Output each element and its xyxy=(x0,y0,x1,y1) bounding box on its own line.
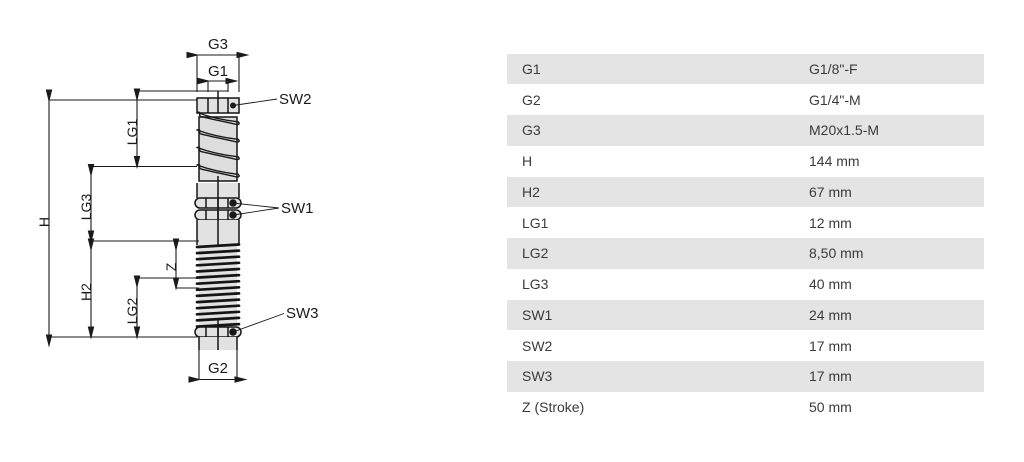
svg-text:SW3: SW3 xyxy=(286,305,319,322)
svg-text:H2: H2 xyxy=(78,283,94,301)
svg-text:G1: G1 xyxy=(208,63,228,80)
svg-text:SW1: SW1 xyxy=(281,200,314,217)
svg-text:G3: G3 xyxy=(208,36,228,53)
svg-text:SW2: SW2 xyxy=(279,91,312,108)
svg-text:LG3: LG3 xyxy=(78,194,94,221)
svg-text:Z: Z xyxy=(163,262,179,271)
svg-text:LG2: LG2 xyxy=(124,298,140,325)
svg-text:LG1: LG1 xyxy=(124,119,140,146)
svg-text:G2: G2 xyxy=(208,360,228,377)
svg-text:H: H xyxy=(36,217,52,227)
